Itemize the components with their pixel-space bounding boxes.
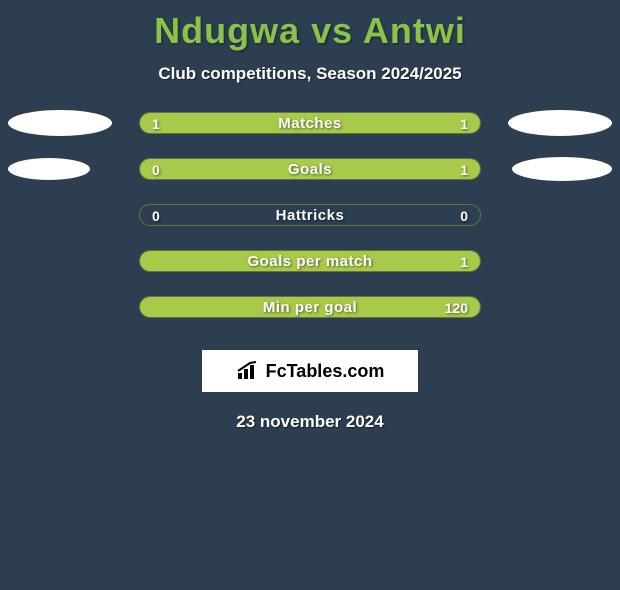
stat-bar: 01Goals [139, 158, 481, 180]
stat-row: 11Matches [0, 112, 620, 134]
right-ellipse [512, 157, 612, 181]
stat-bar: 11Matches [139, 112, 481, 134]
stat-row: 1Goals per match [0, 250, 620, 272]
stat-row: 01Goals [0, 158, 620, 180]
comparison-rows: 11Matches 01Goals 00Hattricks 1Goals per ma… [0, 112, 620, 318]
brand-badge: FcTables.com [202, 350, 418, 392]
brand-text: FcTables.com [266, 361, 385, 382]
left-ellipse [8, 110, 112, 136]
category-label: Min per goal [140, 297, 480, 318]
brand-chart-icon [236, 361, 260, 381]
stat-bar: 120Min per goal [139, 296, 481, 318]
stat-bar: 1Goals per match [139, 250, 481, 272]
page-title: Ndugwa vs Antwi [0, 10, 620, 52]
subtitle: Club competitions, Season 2024/2025 [0, 64, 620, 84]
stat-bar: 00Hattricks [139, 204, 481, 226]
stat-row: 120Min per goal [0, 296, 620, 318]
category-label: Hattricks [140, 205, 480, 226]
date-label: 23 november 2024 [0, 412, 620, 432]
left-ellipse [8, 158, 90, 180]
category-label: Goals per match [140, 251, 480, 272]
category-label: Goals [140, 159, 480, 180]
right-ellipse [508, 110, 612, 136]
stat-row: 00Hattricks [0, 204, 620, 226]
category-label: Matches [140, 113, 480, 134]
